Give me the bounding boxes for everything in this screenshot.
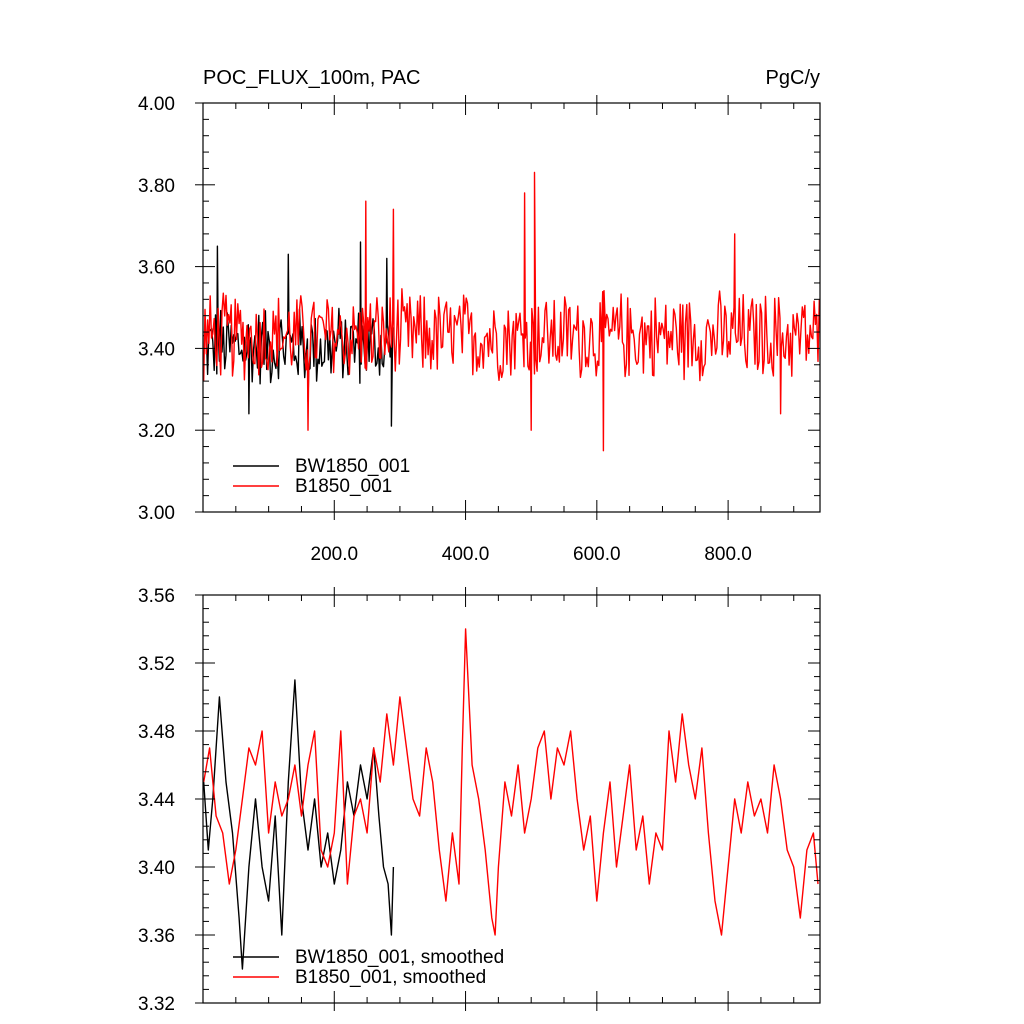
top-axes: 3.00 3.20 3.40 3.60 3.80 4.00 200.0 400.0 600.0 8… [138, 94, 821, 565]
y-tick-label: 4.00 [138, 94, 175, 115]
y-tick-label: 3.00 [138, 503, 175, 524]
bottom-series-group [203, 628, 819, 970]
x-tick-label: 400.0 [442, 544, 490, 565]
plot-frame [202, 594, 821, 1004]
y-tick-label: 3.40 [138, 858, 175, 879]
y-tick-label: 3.56 [138, 586, 175, 607]
y-tick-label: 3.40 [138, 339, 175, 360]
top-chart-units: PgC/y [766, 67, 820, 89]
bottom-panel: 3.32 3.36 3.40 3.44 3.48 3.52 3.56 BW1850_001,… [138, 586, 821, 1015]
series-line-bw1850-panel2 [203, 679, 395, 970]
series-line-b1850-panel1 [203, 171, 820, 452]
x-tick-label: 600.0 [573, 544, 621, 565]
top-chart-title: POC_FLUX_100m, PAC [203, 67, 421, 89]
top-panel: POC_FLUX_100m, PAC PgC/y 3.00 3.20 3.40 3.6… [138, 67, 821, 565]
y-tick-label: 3.36 [138, 926, 175, 947]
series-line-b1850-panel2 [203, 628, 819, 936]
top-series-group [203, 171, 820, 452]
plot-frame [202, 102, 821, 513]
y-tick-label: 3.48 [138, 722, 175, 743]
legend-label: B1850_001, smoothed [295, 967, 486, 988]
legend-label: BW1850_001 [295, 456, 410, 477]
y-tick-label: 3.60 [138, 258, 175, 279]
legend-label: BW1850_001, smoothed [295, 947, 504, 968]
x-tick-label: 200.0 [311, 544, 359, 565]
y-tick-label: 3.52 [138, 654, 175, 675]
y-tick-label: 3.20 [138, 421, 175, 442]
y-tick-label: 3.44 [138, 790, 175, 811]
y-tick-label: 3.32 [138, 994, 175, 1015]
y-tick-label: 3.80 [138, 176, 175, 197]
x-tick-label: 800.0 [704, 544, 752, 565]
legend-label: B1850_001 [295, 476, 392, 497]
bottom-axes: 3.32 3.36 3.40 3.44 3.48 3.52 3.56 [138, 586, 821, 1015]
